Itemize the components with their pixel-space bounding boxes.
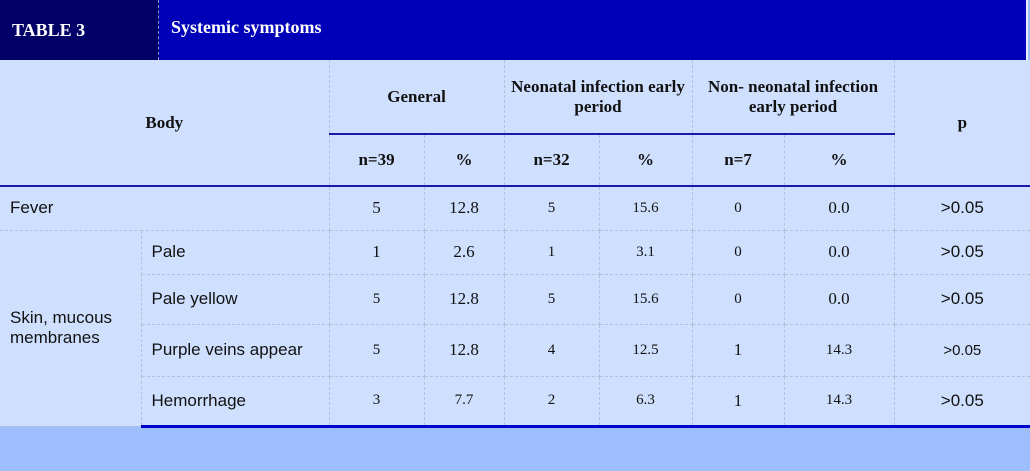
subheader-n-neonatal: n=32 [504, 134, 599, 186]
cell: 0 [692, 230, 784, 274]
table-title: Systemic symptoms [171, 17, 322, 38]
subheader-pct-neonatal: % [599, 134, 692, 186]
table-container: Body General Neonatal infection early pe… [0, 60, 1030, 426]
cell: 12.8 [424, 274, 504, 324]
subheader-n-non-neonatal: n=7 [692, 134, 784, 186]
row-label-fever: Fever [0, 186, 329, 230]
cell: 5 [504, 274, 599, 324]
cell: 14.3 [784, 376, 894, 426]
header-general: General [329, 60, 504, 134]
row-label-hemorrhage: Hemorrhage [141, 376, 329, 426]
cell: 3 [329, 376, 424, 426]
cell: >0.05 [894, 376, 1030, 426]
subheader-n-general: n=39 [329, 134, 424, 186]
cell: >0.05 [894, 186, 1030, 230]
header-body: Body [0, 60, 329, 186]
cell: 12.8 [424, 186, 504, 230]
subheader-pct-general: % [424, 134, 504, 186]
cell: 5 [329, 324, 424, 376]
cell: 12.5 [599, 324, 692, 376]
cell: 0.0 [784, 186, 894, 230]
header-p: p [894, 60, 1030, 186]
table-number: TABLE 3 [0, 0, 159, 60]
cell: 4 [504, 324, 599, 376]
table-row: Fever 5 12.8 5 15.6 0 0.0 >0.05 [0, 186, 1030, 230]
cell: 1 [692, 324, 784, 376]
cell: 3.1 [599, 230, 692, 274]
row-label-pale-yellow: Pale yellow [141, 274, 329, 324]
cell: 0 [692, 274, 784, 324]
cell: 0.0 [784, 274, 894, 324]
cell: >0.05 [894, 274, 1030, 324]
cell: 15.6 [599, 186, 692, 230]
table-row: Pale yellow 5 12.8 5 15.6 0 0.0 >0.05 [0, 274, 1030, 324]
table-row: Hemorrhage 3 7.7 2 6.3 1 14.3 >0.05 [0, 376, 1030, 426]
symptoms-table: Body General Neonatal infection early pe… [0, 60, 1030, 428]
cell: 5 [329, 186, 424, 230]
title-bar: TABLE 3 Systemic symptoms [0, 0, 1028, 60]
cell: 2 [504, 376, 599, 426]
cell: 14.3 [784, 324, 894, 376]
cell: 1 [329, 230, 424, 274]
cell: 6.3 [599, 376, 692, 426]
header-non-neonatal: Non- neonatal infection early period [692, 60, 894, 134]
cell: 0.0 [784, 230, 894, 274]
cell: >0.05 [894, 230, 1030, 274]
header-neonatal: Neonatal infection early period [504, 60, 692, 134]
table-row: Purple veins appear 5 12.8 4 12.5 1 14.3… [0, 324, 1030, 376]
row-label-purple-veins: Purple veins appear [141, 324, 329, 376]
cell: 1 [692, 376, 784, 426]
cell: 1 [504, 230, 599, 274]
row-label-pale: Pale [141, 230, 329, 274]
cell: 0 [692, 186, 784, 230]
cell: 15.6 [599, 274, 692, 324]
cell: >0.05 [894, 324, 1030, 376]
table-row: Skin, mucous membranes Pale 1 2.6 1 3.1 … [0, 230, 1030, 274]
row-group-skin: Skin, mucous membranes [0, 230, 141, 426]
cell: 7.7 [424, 376, 504, 426]
cell: 5 [504, 186, 599, 230]
cell: 5 [329, 274, 424, 324]
cell: 2.6 [424, 230, 504, 274]
cell: 12.8 [424, 324, 504, 376]
subheader-pct-non-neonatal: % [784, 134, 894, 186]
